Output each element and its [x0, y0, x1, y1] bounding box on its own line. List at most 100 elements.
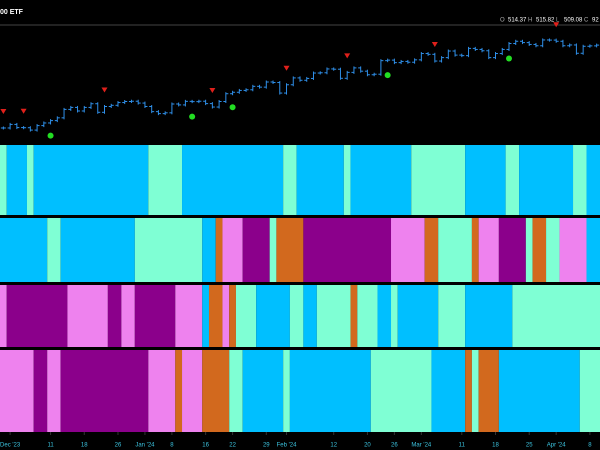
regime-band — [532, 218, 547, 282]
price-bar — [250, 84, 256, 92]
ohlc-label: L — [556, 18, 560, 24]
price-bar — [142, 101, 148, 109]
price-bar — [122, 99, 128, 105]
price-bar — [48, 119, 54, 125]
price-bar — [533, 42, 539, 48]
sell-signal — [0, 108, 7, 114]
price-bar — [277, 81, 283, 95]
regime-band — [397, 285, 439, 347]
regime-band — [222, 218, 243, 282]
price-bar — [553, 38, 559, 43]
price-bar — [344, 70, 350, 80]
regime-band — [296, 145, 344, 215]
price-bar — [263, 80, 269, 89]
regime-band — [498, 350, 580, 432]
price-bar — [75, 105, 81, 113]
price-bar — [304, 76, 310, 82]
regime-band — [222, 285, 230, 347]
regime-band — [303, 285, 317, 347]
regime-band — [175, 350, 183, 432]
regime-band — [182, 145, 284, 215]
regime-band — [431, 350, 466, 432]
x-tick-label: 18 — [81, 443, 88, 449]
price-bar — [513, 39, 519, 46]
regime-band — [512, 285, 600, 347]
x-tick-label: Dec '23 — [0, 443, 21, 449]
regime-band — [343, 145, 351, 215]
price-bar — [358, 66, 364, 73]
price-bar — [223, 92, 229, 103]
x-tick-label: 26 — [115, 443, 122, 449]
regime-band — [586, 145, 600, 215]
regime-band — [465, 145, 506, 215]
x-tick-label: Mar '24 — [411, 443, 431, 449]
sell-signal — [431, 42, 438, 48]
price-bar — [0, 126, 6, 130]
price-bar — [439, 56, 445, 63]
regime-band — [303, 218, 392, 282]
price-bar — [594, 43, 600, 48]
price-bar — [209, 102, 215, 109]
x-tick-label: 18 — [492, 443, 499, 449]
ohlc-value: 509.08 — [564, 18, 583, 24]
price-bar — [155, 110, 161, 116]
ohlc-label: O — [500, 18, 505, 24]
price-bar — [580, 44, 586, 55]
price-bar — [182, 99, 188, 107]
regime-band — [289, 285, 304, 347]
x-tick-label: 22 — [229, 443, 236, 449]
ohlc-label: C — [584, 18, 589, 24]
price-bar — [14, 122, 20, 130]
price-bar — [34, 124, 40, 132]
regime-band — [208, 285, 223, 347]
regime-band — [202, 350, 230, 432]
x-tick-label: Apr '24 — [547, 443, 566, 449]
x-tick-label: 8 — [588, 443, 592, 449]
price-bar — [405, 59, 411, 64]
regime-band — [438, 285, 466, 347]
price-bar — [466, 46, 472, 58]
regime-band — [242, 350, 284, 432]
regime-band — [478, 218, 499, 282]
price-bar — [115, 101, 121, 107]
regime-band — [525, 218, 533, 282]
price-bar — [135, 99, 141, 105]
regime-band — [391, 285, 398, 347]
ohlc-value: 92 — [592, 18, 599, 24]
price-bar — [88, 102, 94, 109]
x-tick-label: 20 — [364, 443, 371, 449]
price-bar — [391, 58, 397, 65]
regime-band — [377, 285, 392, 347]
ohlc-value: 515.82 — [536, 18, 555, 24]
sell-signal — [209, 88, 216, 94]
regime-band — [411, 145, 466, 215]
price-bar — [378, 59, 384, 76]
price-bar — [412, 58, 418, 64]
regime-band — [471, 350, 479, 432]
regime-band — [465, 350, 472, 432]
regime-band — [579, 350, 600, 432]
price-bar — [310, 71, 316, 80]
regime-band — [242, 218, 270, 282]
regime-band — [134, 285, 176, 347]
x-tick-label: 11 — [47, 443, 54, 449]
price-bar — [7, 122, 13, 130]
price-bar — [54, 116, 60, 123]
price-bar — [385, 58, 391, 63]
price-bar — [472, 46, 478, 51]
regime-band — [546, 218, 560, 282]
x-tick-label: 11 — [459, 443, 466, 449]
regime-band — [498, 218, 526, 282]
regime-band — [478, 350, 499, 432]
regime-band — [283, 350, 290, 432]
price-bar — [459, 53, 465, 58]
regime-band — [350, 145, 412, 215]
chart-title: 00 ETF — [0, 9, 24, 16]
price-bar — [499, 47, 505, 56]
x-tick-label: 8 — [170, 443, 174, 449]
price-bar — [243, 88, 249, 92]
x-tick-label: Jan '24 — [135, 443, 155, 449]
regime-band — [0, 218, 48, 282]
price-bar — [95, 102, 101, 114]
